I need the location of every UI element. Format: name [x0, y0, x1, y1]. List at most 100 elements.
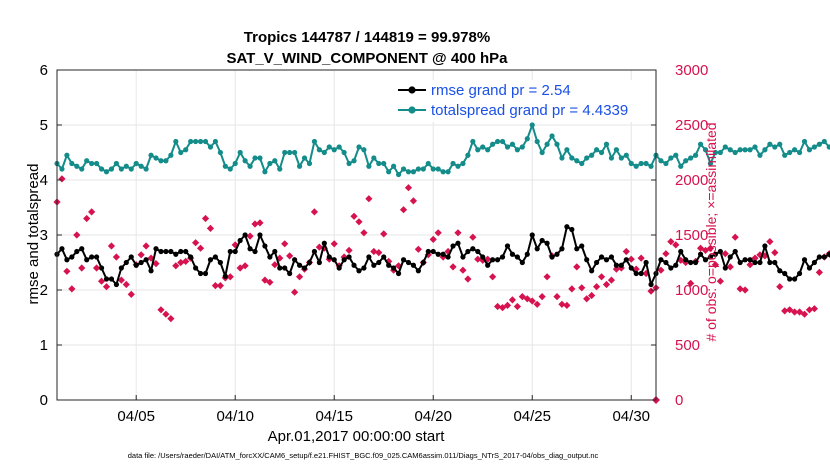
- obs-count-marker: [627, 255, 635, 263]
- obs-count-marker: [295, 273, 304, 281]
- rmse-point: [475, 248, 481, 255]
- totalspread-point: [737, 147, 743, 153]
- rmse-point: [292, 257, 298, 263]
- obs-count-marker: [771, 249, 779, 257]
- rmse-point: [296, 262, 303, 268]
- totalspread-point: [183, 147, 189, 153]
- obs-count-marker: [276, 254, 284, 262]
- totalspread-point: [663, 160, 669, 167]
- rmse-point: [415, 268, 421, 274]
- rmse-point: [252, 248, 258, 255]
- rmse-point: [494, 257, 501, 263]
- obs-count-marker: [97, 277, 106, 285]
- obs-count-marker: [612, 265, 620, 273]
- totalspread-point: [425, 160, 431, 167]
- rmse-point: [178, 248, 184, 255]
- obs-count-marker: [122, 280, 130, 289]
- rmse-point: [222, 273, 228, 279]
- obs-count-marker: [172, 262, 180, 270]
- obs-count-marker: [88, 208, 96, 216]
- totalspread-point: [747, 147, 753, 153]
- obs-count-marker: [583, 295, 591, 303]
- rmse-point: [301, 265, 308, 271]
- totalspread-point: [89, 160, 95, 167]
- obs-count-marker: [192, 239, 200, 247]
- totalspread-point: [816, 141, 822, 147]
- rmse-point: [569, 226, 575, 233]
- rmse-point: [767, 259, 773, 266]
- totalspread-point: [470, 138, 476, 145]
- totalspread-point: [415, 166, 421, 172]
- rmse-point: [430, 248, 436, 255]
- obs-count-marker: [721, 250, 729, 258]
- rmse-point: [618, 262, 624, 268]
- totalspread-point: [796, 149, 803, 156]
- totalspread-point: [697, 141, 704, 147]
- rmse-point: [227, 248, 233, 255]
- totalspread-point: [554, 141, 560, 147]
- rmse-point: [732, 248, 738, 255]
- x-tick-label: 04/30: [612, 408, 650, 425]
- rmse-point: [490, 257, 496, 263]
- obs-count-marker: [711, 261, 720, 269]
- rmse-point: [782, 270, 788, 277]
- totalspread-point: [376, 160, 382, 167]
- rmse-point: [98, 265, 105, 271]
- x-tick-label: 04/25: [513, 408, 551, 425]
- totalspread-point: [460, 160, 466, 167]
- totalspread-point: [143, 166, 149, 172]
- totalspread-point: [123, 163, 129, 169]
- totalspread-point: [311, 138, 318, 145]
- totalspread-point: [752, 144, 758, 150]
- obs-count-marker: [489, 273, 497, 281]
- totalspread-point: [79, 166, 85, 172]
- rmse-point: [306, 259, 313, 266]
- totalspread-point: [272, 158, 278, 164]
- totalspread-point: [480, 144, 486, 150]
- obs-count-marker: [696, 244, 705, 252]
- totalspread-point: [405, 169, 412, 175]
- totalspread-point: [351, 158, 357, 164]
- obs-count-marker: [355, 218, 363, 226]
- totalspread-point: [673, 152, 679, 158]
- totalspread-point: [702, 147, 709, 153]
- y-tick-label-left: 0: [40, 392, 48, 409]
- totalspread-point: [207, 144, 214, 150]
- totalspread-point: [267, 160, 273, 167]
- obs-count-marker: [632, 265, 640, 273]
- totalspread-point: [717, 149, 723, 156]
- totalspread-series: [54, 122, 830, 178]
- obs-count-marker: [439, 253, 447, 261]
- x-axis-label: Apr.01,2017 00:00:00 start: [268, 428, 446, 445]
- obs-count-marker: [360, 229, 368, 237]
- totalspread-point: [732, 149, 738, 156]
- totalspread-point: [242, 158, 248, 164]
- obs-count-marker: [434, 229, 442, 237]
- rmse-point: [331, 257, 337, 263]
- totalspread-point: [59, 166, 65, 172]
- footnote: data file: /Users/raeder/DAI/ATM_forcXX/…: [128, 451, 599, 460]
- totalspread-point: [257, 155, 263, 161]
- totalspread-point: [643, 160, 649, 167]
- obs-count-marker: [385, 257, 393, 265]
- rmse-point: [84, 257, 90, 263]
- rmse-point: [212, 254, 219, 260]
- totalspread-point: [420, 166, 426, 172]
- totalspread-point: [762, 147, 768, 153]
- totalspread-point: [163, 158, 169, 164]
- y-tick-label-right: 3000: [675, 62, 708, 79]
- totalspread-point: [361, 147, 367, 153]
- obs-count-marker: [588, 291, 596, 300]
- totalspread-point: [282, 149, 288, 156]
- rmse-point: [455, 240, 461, 246]
- rmse-point: [108, 276, 115, 282]
- totalspread-point: [524, 136, 530, 142]
- y-tick-label-right: 0: [675, 392, 683, 409]
- rmse-point: [69, 254, 75, 260]
- totalspread-point: [618, 155, 624, 161]
- obs-count-marker: [241, 262, 249, 270]
- rmse-point: [420, 259, 426, 266]
- rmse-point: [173, 251, 179, 257]
- y-ticks-right: 0 500 1000 1500 2000 2500 3000: [651, 62, 708, 409]
- totalspread-point: [178, 149, 184, 156]
